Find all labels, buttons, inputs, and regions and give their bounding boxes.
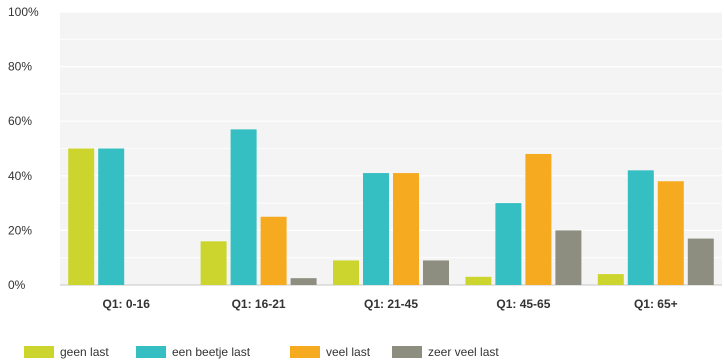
bar-zeer-veel-last bbox=[290, 278, 317, 285]
bar-een-beetje-last bbox=[627, 170, 654, 285]
bar-een-beetje-last bbox=[495, 203, 522, 285]
legend-swatch bbox=[136, 346, 166, 358]
bar-geen-last bbox=[200, 241, 227, 285]
y-tick-label: 40% bbox=[8, 169, 32, 183]
bar-veel-last bbox=[525, 153, 552, 285]
y-tick-label: 20% bbox=[8, 223, 32, 237]
bar-zeer-veel-last bbox=[423, 260, 449, 285]
bar-geen-last bbox=[465, 276, 492, 285]
legend-label: veel last bbox=[326, 345, 371, 359]
bar-een-beetje-last bbox=[98, 148, 125, 285]
legend-swatch bbox=[392, 346, 422, 358]
x-tick-label: Q1: 16-21 bbox=[232, 297, 286, 311]
y-tick-label: 100% bbox=[8, 5, 39, 19]
y-tick-label: 80% bbox=[8, 60, 32, 74]
bar-veel-last bbox=[657, 181, 684, 285]
bar-zeer-veel-last bbox=[555, 230, 582, 285]
x-tick-label: Q1: 21-45 bbox=[364, 297, 418, 311]
x-tick-label: Q1: 65+ bbox=[634, 297, 678, 311]
bar-veel-last bbox=[260, 216, 287, 285]
legend-swatch bbox=[24, 346, 54, 358]
legend-label: een beetje last bbox=[172, 345, 251, 359]
x-tick-label: Q1: 45-65 bbox=[496, 297, 550, 311]
x-tick-label: Q1: 0-16 bbox=[103, 297, 151, 311]
bar-een-beetje-last bbox=[230, 129, 257, 285]
bar-geen-last bbox=[333, 260, 359, 285]
y-tick-label: 60% bbox=[8, 114, 32, 128]
bar-een-beetje-last bbox=[363, 173, 389, 285]
legend-label: zeer veel last bbox=[428, 345, 499, 359]
legend-label: geen last bbox=[60, 345, 109, 359]
legend-swatch bbox=[290, 346, 320, 358]
y-tick-label: 0% bbox=[8, 278, 26, 292]
bar-veel-last bbox=[393, 173, 419, 285]
bar-geen-last bbox=[68, 148, 95, 285]
bar-geen-last bbox=[597, 274, 624, 285]
bar-zeer-veel-last bbox=[687, 238, 714, 285]
